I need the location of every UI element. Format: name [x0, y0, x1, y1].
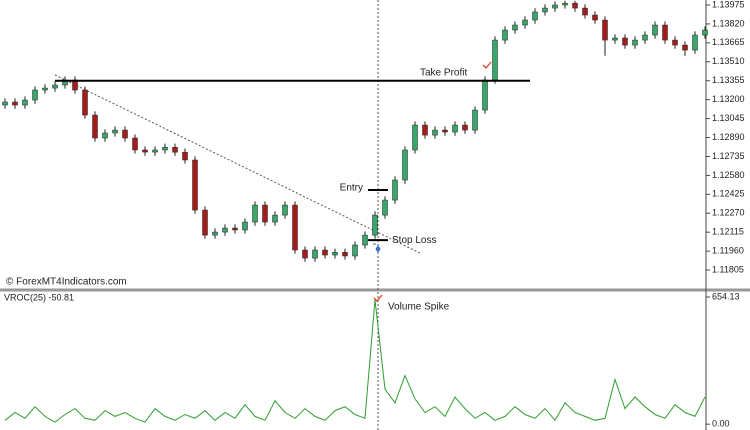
candle-body	[662, 24, 668, 41]
candle-body	[22, 99, 28, 106]
y-tick-label: 1.13510	[712, 56, 745, 66]
level-label: Take Profit	[420, 67, 467, 78]
candle-body	[512, 24, 518, 31]
candle-body	[542, 7, 548, 13]
candle-body	[122, 129, 128, 139]
candle-body	[272, 214, 278, 223]
candle-body	[362, 234, 368, 246]
level-label: Stop Loss	[392, 235, 436, 246]
y-tick-label: 1.12115	[712, 227, 744, 237]
candle-body	[432, 129, 438, 136]
candle-body	[602, 19, 608, 41]
watermark: © ForexMT4Indicators.com	[6, 277, 127, 288]
signal-arrow	[373, 243, 381, 253]
candle-body	[632, 39, 638, 46]
candle-body	[322, 249, 328, 256]
y-tick-label: 1.13665	[712, 37, 745, 47]
candle-body	[552, 4, 558, 9]
candle-body	[392, 179, 398, 201]
candle-body	[2, 101, 8, 106]
candle-body	[572, 2, 578, 9]
candle-body	[112, 129, 118, 134]
y-tick-label: 1.13975	[712, 0, 745, 9]
candle-body	[562, 2, 568, 6]
candle-body	[592, 14, 598, 21]
candle-body	[52, 84, 58, 89]
candle-body	[642, 34, 648, 41]
candle-body	[402, 149, 408, 181]
candle-body	[92, 114, 98, 139]
y-tick-label: 1.13045	[712, 113, 745, 123]
candle-body	[12, 101, 18, 106]
check-mark	[373, 294, 383, 302]
candle-body	[532, 11, 538, 21]
candle-body	[692, 34, 698, 51]
candle-body	[172, 147, 178, 153]
candle-body	[422, 124, 428, 136]
candle-body	[232, 227, 238, 231]
candle-body	[252, 204, 258, 223]
candle-body	[152, 149, 158, 153]
candle-body	[442, 129, 448, 133]
candle-body	[292, 204, 298, 251]
y-tick-label: 1.12425	[712, 189, 745, 199]
candle-body	[212, 231, 218, 236]
candle-body	[412, 124, 418, 151]
y-tick-label: 1.12270	[712, 208, 745, 218]
candle-body	[672, 39, 678, 46]
y-tick-label: 1.13820	[712, 18, 745, 28]
candle-body	[482, 79, 488, 111]
candle-body	[652, 24, 658, 36]
candle-body	[382, 199, 388, 216]
indicator-title: VROC(25) -50.81	[4, 292, 74, 302]
candle-body	[132, 137, 138, 151]
candle-body	[332, 252, 338, 256]
candle-body	[162, 147, 168, 151]
candle-body	[182, 151, 188, 161]
candle-body	[352, 244, 358, 257]
y-tick-label: 1.12580	[712, 170, 745, 180]
indicator-line	[4, 299, 706, 423]
candle-body	[312, 249, 318, 259]
candle-body	[222, 227, 228, 233]
candle-body	[582, 7, 588, 16]
candle-body	[282, 204, 288, 216]
y-tick-label: 654.13	[712, 291, 740, 301]
y-tick-label: 1.11960	[712, 245, 744, 255]
candle-body	[492, 39, 498, 81]
candle-body	[452, 124, 458, 133]
candle-body	[502, 29, 508, 41]
candle-body	[612, 37, 618, 41]
candle-body	[372, 214, 378, 236]
y-tick-label: 1.13355	[712, 75, 745, 85]
candle-body	[702, 29, 708, 36]
y-tick-label: 1.13200	[712, 94, 745, 104]
check-mark	[482, 61, 492, 69]
annotation: Volume Spike	[388, 302, 450, 313]
candle-body	[192, 159, 198, 211]
y-tick-label: 1.11805	[712, 264, 744, 274]
candle-body	[142, 149, 148, 153]
candle-body	[202, 209, 208, 236]
level-label: Entry	[340, 183, 363, 194]
candle-body	[42, 87, 48, 91]
candle-body	[242, 221, 248, 231]
candle-body	[32, 89, 38, 101]
candle-body	[472, 109, 478, 131]
y-tick-label: 0.00	[712, 419, 730, 429]
candle-body	[82, 89, 88, 116]
candle-body	[342, 252, 348, 257]
candle-body	[262, 204, 268, 223]
candle-body	[302, 249, 308, 259]
candle-body	[622, 37, 628, 46]
candle-body	[462, 124, 468, 131]
y-tick-label: 1.12890	[712, 132, 745, 142]
y-tick-label: 1.12735	[712, 151, 745, 161]
candle-body	[102, 132, 108, 139]
candle-body	[682, 44, 688, 51]
candle-body	[522, 19, 528, 26]
